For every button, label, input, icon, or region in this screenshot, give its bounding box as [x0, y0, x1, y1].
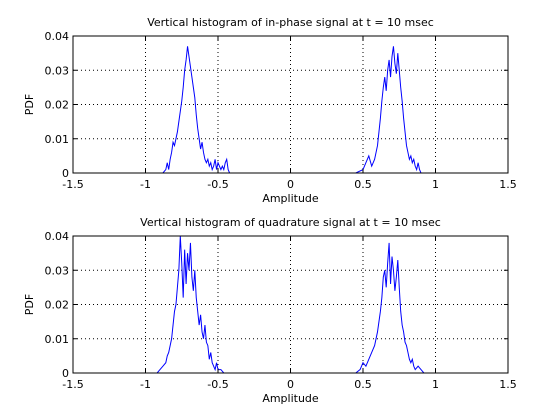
- x-tick-label: -1.5: [62, 178, 83, 191]
- x-tick-label: -0.5: [207, 378, 228, 391]
- x-axis-label: Amplitude: [262, 392, 319, 405]
- x-tick-label: 0.5: [354, 178, 372, 191]
- pdf-series-line: [160, 46, 422, 174]
- bottom-plot: -1.5 -1 -0.5 0 0.5 1 1.5 0 0.01 0.02 0.03 0.04 Verti…: [23, 216, 517, 405]
- x-tick-label: 0: [287, 178, 294, 191]
- x-tick-label: 1.5: [499, 178, 517, 191]
- x-tick-label: 0: [287, 378, 294, 391]
- x-axis-label: Amplitude: [262, 192, 319, 205]
- x-tick-label: -1.5: [62, 378, 83, 391]
- chart-title: Vertical histogram of quadrature signal …: [140, 216, 441, 229]
- x-tick-label: 1: [432, 178, 439, 191]
- x-tick-label: -1: [140, 178, 151, 191]
- y-tick-label: 0.01: [45, 333, 70, 346]
- chart-title: Vertical histogram of in-phase signal at…: [147, 16, 434, 29]
- x-tick-label: 0.5: [354, 378, 372, 391]
- y-axis-label: PDF: [23, 294, 36, 315]
- y-tick-label: 0: [62, 367, 69, 380]
- x-tick-label: 1.5: [499, 378, 517, 391]
- x-tick-label: -0.5: [207, 178, 228, 191]
- y-axis-label: PDF: [23, 94, 36, 115]
- pdf-series-line: [152, 235, 429, 374]
- top-plot: -1.5 -1 -0.5 0 0.5 1 1.5 0 0.01 0.02 0.03 0.04 Verti…: [23, 16, 517, 205]
- y-tick-label: 0.04: [45, 30, 70, 43]
- y-tick-label: 0.03: [45, 264, 70, 277]
- y-tick-label: 0.02: [45, 99, 70, 112]
- y-tick-label: 0.01: [45, 133, 70, 146]
- y-tick-label: 0.02: [45, 299, 70, 312]
- x-tick-label: 1: [432, 378, 439, 391]
- x-tick-label: -1: [140, 378, 151, 391]
- y-tick-label: 0.04: [45, 230, 70, 243]
- y-tick-label: 0: [62, 167, 69, 180]
- y-tick-label: 0.03: [45, 64, 70, 77]
